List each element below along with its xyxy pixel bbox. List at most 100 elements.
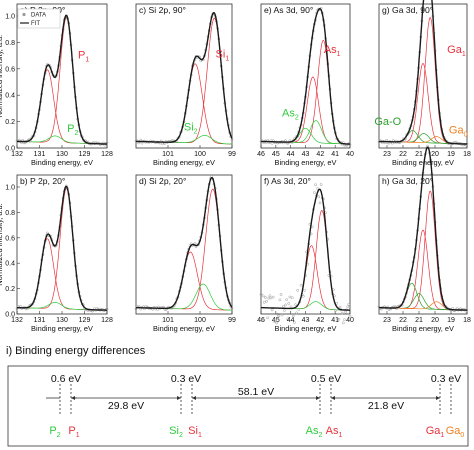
- panel-0-label-P2-sub: 2: [75, 130, 79, 137]
- diagram-element-Si1-sub: 1: [198, 432, 202, 439]
- diagram-element-As2-sub: 2: [318, 432, 322, 439]
- panel-6-data-point: [284, 303, 287, 307]
- panel-7-xtick-label: 18: [463, 317, 471, 324]
- panel-3-title: g) Ga 3d, 90°: [382, 5, 433, 15]
- panel-6-xtick-label: 43: [302, 317, 310, 324]
- panel-4-ytick-label: 0.0: [5, 312, 15, 319]
- panel-2-xlabel: Binding energy, eV: [275, 158, 337, 167]
- panel-4-frame: [16, 174, 108, 315]
- panel-6-data-point: [280, 313, 284, 317]
- diagram-element-P1-main: P: [68, 425, 75, 437]
- panel-2-label-As1-sub: 1: [337, 51, 341, 58]
- panel-7-xtick-label: 19: [447, 317, 455, 324]
- diagram-arrow-as-ga-head-left: [331, 396, 335, 400]
- panel-6-xtick-label: 44: [287, 317, 295, 324]
- panel-7-frame: [378, 174, 468, 315]
- panel-5-frame: [135, 174, 233, 315]
- panel-4-data-point: [15, 307, 19, 310]
- panel-0-xtick-label: 132: [11, 151, 23, 158]
- diagram-element-Si2: Si2: [169, 425, 183, 439]
- panel-0-label-P1-main: P: [78, 50, 85, 62]
- panel-3-label-Ga0: Ga0: [449, 125, 468, 139]
- panel-6-data-point: [314, 183, 317, 187]
- panel-0-label-P1-sub: 1: [85, 57, 89, 64]
- panel-4-xtick-label: 129: [79, 317, 91, 324]
- panel-6-data-point: [341, 321, 345, 325]
- section-i-title: i) Binding energy differences: [6, 345, 146, 357]
- panel-0-label-P2: P2: [67, 123, 78, 137]
- panel-1-label-Si1-sub: 1: [225, 55, 229, 62]
- panel-0-xlabel: Binding energy, eV: [31, 158, 93, 167]
- panel-6-data-point: [338, 305, 342, 309]
- panel-6-data-point: [291, 314, 295, 318]
- panel-2-frame: [260, 3, 351, 149]
- panel-6-title: f) As 3d, 20°: [264, 176, 311, 186]
- panel-1: c) Si 2p, 90° 101 100 99 Binding energy, eV S…: [134, 3, 236, 167]
- panel-6-data-point: [344, 310, 347, 314]
- panel-3-fit-line: [379, 0, 467, 145]
- panel-1-label-Si1: Si1: [216, 48, 230, 62]
- panel-7-xtick-label: 22: [399, 317, 407, 324]
- diagram-element-Ga1-main: Ga: [426, 425, 442, 437]
- energy-diagram-box: [7, 365, 469, 447]
- panel-5-data-point: [230, 307, 234, 310]
- panel-6-xtick-label: 40: [346, 317, 354, 324]
- panel-3-label-Ga1: Ga1: [447, 44, 466, 58]
- panel-6-data-point: [283, 309, 286, 312]
- panel-5-xtick-label: 99: [228, 317, 236, 324]
- panel-6-data-point: [268, 294, 272, 298]
- diagram-difference-label: 29.8 eV: [108, 400, 144, 412]
- panel-7-title: h) Ga 3d, 20°: [382, 176, 433, 186]
- diagram-element-P1: P1: [68, 425, 79, 439]
- panel-0-ytick-label: 0.6: [5, 66, 15, 73]
- panel-2-xtick-label: 43: [302, 151, 310, 158]
- panel-3-xtick-label: 22: [399, 151, 407, 158]
- energy-diagram: 0.6 eV 29.8 eV 0.3 eV 58.1 eV 0.5 eV 21.8 eV 0…: [46, 373, 464, 439]
- panel-2-label-As2-sub: 2: [295, 114, 299, 121]
- diagram-element-As2-main: As: [306, 425, 319, 437]
- panel-1-xtick-label: 101: [162, 151, 174, 158]
- panel-6-data-point: [264, 296, 267, 299]
- panel-6-data-point: [340, 311, 344, 315]
- diagram-element-P2-main: P: [49, 425, 56, 437]
- diagram-element-Si1-main: Si: [188, 425, 198, 437]
- panel-6-data-point: [286, 317, 290, 321]
- legend-fit-label: FIT: [31, 21, 40, 27]
- panel-6-data-point: [262, 300, 266, 304]
- panel-6-data-point: [290, 296, 294, 300]
- panel-0-xtick-label: 129: [79, 151, 91, 158]
- diagram-difference-label: 58.1 eV: [238, 386, 274, 398]
- panel-0: a) P 2p, 90°1321311301291280.00.20.40.60…: [0, 3, 113, 167]
- diagram-element-Ga0: Ga0: [446, 425, 465, 439]
- diagram-element-Si2-main: Si: [169, 425, 179, 437]
- panel-6-xlabel: Binding energy, eV: [275, 324, 337, 333]
- panel-6-data-point: [278, 298, 282, 302]
- panel-0-ytick-label: 0.2: [5, 119, 15, 126]
- panel-7-xtick-label: 20: [431, 317, 439, 324]
- panel-7-fit-line: [378, 146, 467, 311]
- panel-4-ylabel: Normalized intensity, a.u.: [0, 203, 4, 285]
- panel-6-data-point: [288, 295, 292, 299]
- diagram-difference-label: 21.8 eV: [368, 400, 404, 412]
- panel-5-xlabel: Binding energy, eV: [153, 324, 215, 333]
- panel-4-ytick-label: 1.0: [5, 185, 15, 192]
- xps-panels: a) P 2p, 90°1321311301291280.00.20.40.60…: [0, 0, 471, 333]
- panel-4-xtick-label: 132: [11, 317, 23, 324]
- panel-6-data-point: [287, 302, 291, 305]
- panel-6-data-point: [337, 317, 341, 321]
- diagram-element-Si2-sub: 2: [179, 432, 183, 439]
- panel-0-xtick-label: 128: [101, 151, 113, 158]
- panel-6-data-point: [274, 318, 277, 322]
- panel-6-data-point: [318, 201, 322, 205]
- diagram-difference-label: 0.3 eV: [171, 373, 201, 385]
- panel-3-label-Ga-O-main: Ga-O: [374, 116, 401, 128]
- panel-2-xtick-label: 41: [331, 151, 339, 158]
- panel-6-data-point: [346, 305, 350, 308]
- panel-5-title: d) Si 2p, 20°: [139, 176, 186, 186]
- diagram-arrow-as-ga-head-right: [436, 396, 440, 400]
- panel-2-fit-line: [261, 7, 350, 145]
- panel-6-data-point: [317, 195, 321, 199]
- panel-5-xtick-label: 100: [194, 317, 206, 324]
- panel-2: e) As 3d, 90° 46 45 44 43 42 41 40 Binding energ…: [257, 3, 354, 167]
